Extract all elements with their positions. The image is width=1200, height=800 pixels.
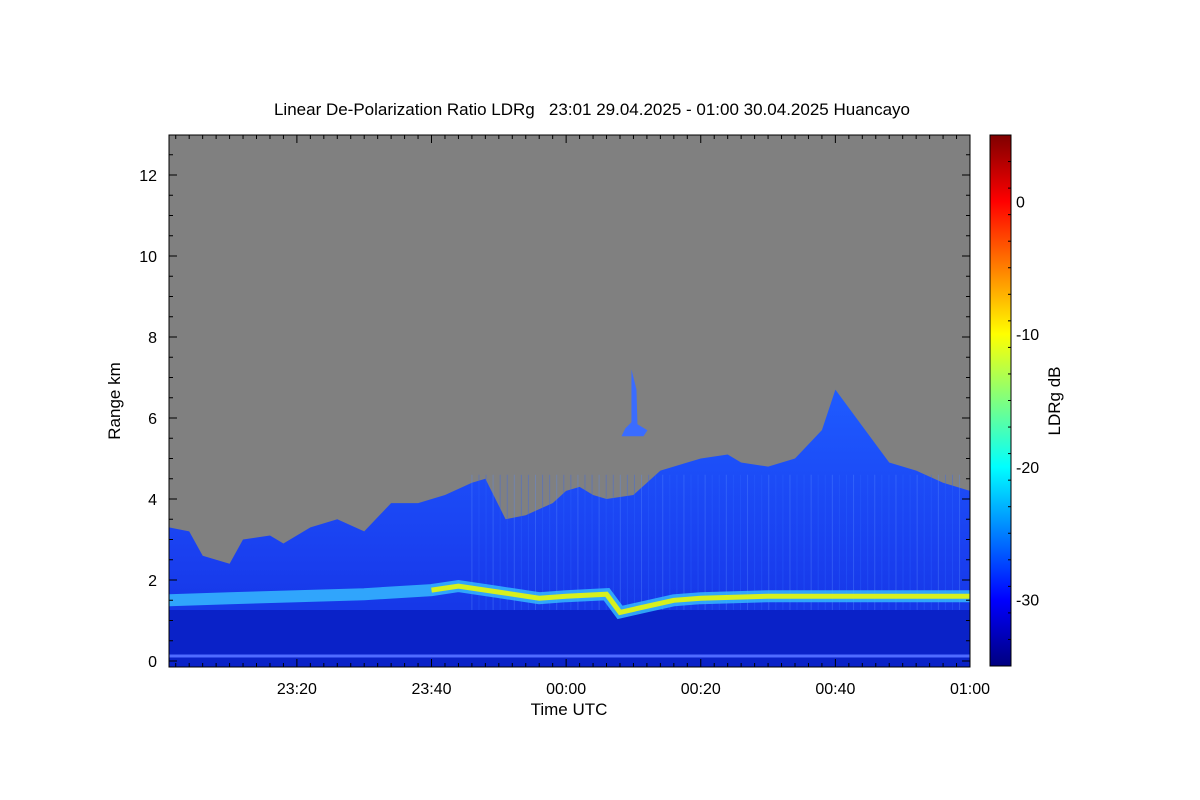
colorbar-tick-label: -10: [1016, 327, 1039, 344]
colorbar-label: LDRg dB: [1045, 367, 1064, 436]
x-tick-label: 00:40: [815, 681, 855, 698]
y-tick-label: 0: [148, 654, 157, 671]
colorbar-ticks: 0 -10 -20 -30: [1008, 134, 1039, 667]
lower-layer: [169, 610, 970, 667]
colorbar: 0 -10 -20 -30 LDRg dB: [989, 134, 1064, 667]
y-tick-label: 10: [139, 249, 157, 266]
y-axis: 0 2 4 6 8 10 12: [139, 154, 970, 671]
y-tick-label: 4: [148, 492, 157, 509]
x-tick-label: 00:00: [546, 681, 586, 698]
colorbar-tick-label: 0: [1016, 194, 1025, 211]
plot-frame: [168, 134, 971, 668]
elevated-plume: [621, 369, 648, 437]
x-tick-label: 23:40: [411, 681, 451, 698]
colorbar-tick-label: -30: [1016, 593, 1039, 610]
y-tick-label: 2: [148, 573, 157, 590]
y-axis-label: Range km: [105, 362, 124, 439]
heatmap-area: [169, 135, 970, 667]
y-tick-label: 6: [148, 411, 157, 428]
x-axis: 23:20 23:40 00:00 00:20 00:40 01:00: [175, 135, 990, 698]
y-tick-label: 12: [139, 168, 157, 185]
x-tick-label: 23:20: [277, 681, 317, 698]
x-axis-label: Time UTC: [531, 700, 608, 719]
colorbar-tick-label: -20: [1016, 460, 1039, 477]
x-tick-label: 00:20: [681, 681, 721, 698]
chart-title: Linear De-Polarization Ratio LDRg 23:01 …: [274, 100, 910, 119]
y-tick-label: 8: [148, 330, 157, 347]
colorbar-fill: [989, 134, 1012, 667]
boundary-layer-core: [431, 583, 970, 616]
x-tick-label: 01:00: [950, 681, 990, 698]
